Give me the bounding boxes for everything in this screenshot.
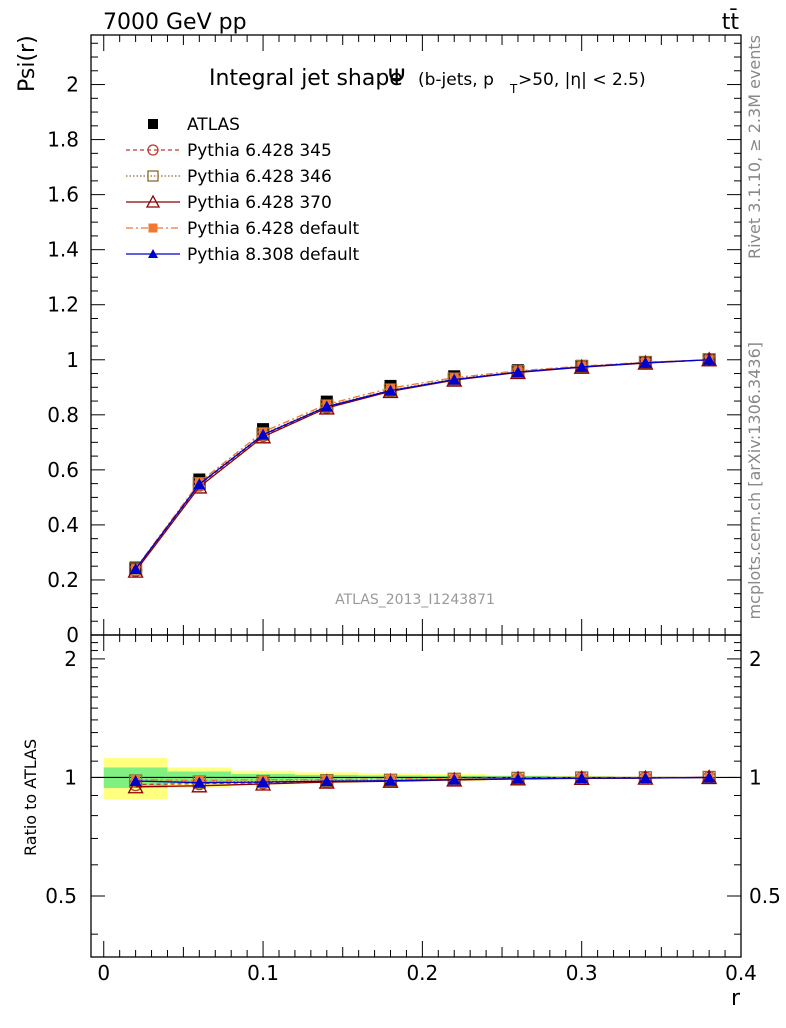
series-point-marker [639, 356, 652, 368]
series-line [135, 359, 710, 569]
y-tick-label: 1 [66, 348, 79, 372]
header-energy-label: 7000 GeV pp [103, 10, 247, 35]
series-point-marker [257, 776, 270, 788]
y-tick-label: 0 [66, 623, 79, 647]
analysis-watermark: ATLAS_2013_I1243871 [335, 592, 495, 608]
y-tick-label: 2 [66, 73, 79, 97]
x-tick-label: 0 [97, 961, 110, 985]
series-point-marker [703, 353, 716, 365]
legend-item: Pythia 6.428 346 [126, 167, 332, 187]
chart-title: Integral jet shape Ψ (b-jets, p T >50, |… [209, 66, 646, 96]
main-series [127, 351, 718, 578]
ratio-tick-label: 0.5 [45, 884, 77, 908]
y-tick-label: 1.6 [47, 183, 79, 207]
series-point-marker [129, 562, 142, 574]
legend-item: Pythia 6.428 345 [126, 141, 332, 161]
series-point-marker [703, 771, 716, 783]
series-point-marker [575, 772, 588, 784]
y-axis-label: Psi(r) [15, 35, 40, 92]
series-point-marker [192, 476, 206, 491]
series-point-marker [384, 384, 397, 396]
ratio-series [127, 769, 718, 794]
x-axis-label: r [731, 986, 741, 1011]
series-point-marker [320, 400, 333, 412]
y-tick-label: 1.2 [47, 293, 79, 317]
y-tick-label: 0.8 [47, 403, 79, 427]
ratio-tick-label-right: 1 [749, 765, 762, 789]
chart-title-subscript: T [509, 82, 518, 96]
series-point-marker [257, 428, 270, 440]
chart-title-main: Integral jet shape [209, 66, 403, 91]
chart-title-symbol: Ψ [388, 66, 405, 91]
legend-label: Pythia 6.428 default [187, 219, 360, 239]
legend-item: Pythia 6.428 370 [126, 193, 332, 213]
series-line [135, 359, 710, 572]
series-point-marker [511, 772, 524, 784]
legend-label: Pythia 6.428 370 [187, 193, 332, 213]
legend-label: Pythia 6.428 345 [187, 141, 332, 161]
series-point-marker [147, 144, 159, 156]
series-point-marker [575, 360, 588, 372]
ratio-y-axis-label: Ratio to ATLAS [21, 739, 40, 856]
series-point-marker [320, 775, 333, 787]
legend-item: Pythia 6.428 default [126, 219, 360, 239]
y-tick-label: 0.4 [47, 513, 79, 537]
chart-title-cuts: (b-jets, p [418, 70, 494, 90]
series-point-marker [148, 223, 158, 233]
ratio-frame [90, 634, 742, 958]
series-point-marker [145, 194, 161, 208]
side-mcplots-label: mcplots.cern.ch [arXiv:1306.3436] [745, 342, 764, 619]
legend: ATLAS Pythia 6.428 345 Pythia 6.428 346 Pyt… [126, 115, 360, 265]
chart-title-cuts-end: >50, |η| < 2.5) [518, 70, 646, 90]
legend-label: Pythia 6.428 346 [187, 167, 332, 187]
y-tick-label: 0.6 [47, 458, 79, 482]
legend-marker [148, 119, 158, 129]
ratio-series-line [135, 776, 710, 784]
series-point-marker [193, 776, 206, 788]
ratio-tick-label: 2 [64, 647, 77, 671]
series-point-marker [639, 771, 652, 783]
legend-item: Pythia 8.308 default [126, 245, 360, 265]
x-tick-label: 0.2 [406, 961, 438, 985]
ratio-tick-label-right: 2 [749, 647, 762, 671]
series-point-marker [148, 249, 158, 258]
series-point-marker [147, 170, 159, 182]
x-tick-label: 0.3 [566, 961, 598, 985]
ratio-series-line [135, 776, 710, 782]
header-process-label: tt̄ [722, 9, 740, 35]
y-tick-label: 1.4 [47, 238, 79, 262]
legend-label: Pythia 8.308 default [187, 245, 360, 265]
series-point-marker [448, 373, 461, 385]
series-point-marker [511, 366, 524, 378]
side-rivet-label: Rivet 3.1.10, ≥ 2.3M events [745, 35, 764, 259]
series-line [135, 359, 710, 570]
series-point-marker [129, 774, 142, 786]
ratio-tick-label: 1 [64, 765, 77, 789]
x-tick-label: 0.1 [247, 961, 279, 985]
legend-item: ATLAS [148, 115, 240, 135]
y-tick-label: 0.2 [47, 568, 79, 592]
ratio-tick-label-right: 0.5 [749, 884, 781, 908]
axes: 00.20.40.60.811.21.41.61.820.5 0.51 12 20 0.… [45, 34, 781, 985]
series-point-marker [127, 778, 144, 794]
y-tick-label: 1.8 [47, 128, 79, 152]
x-tick-label: 0.4 [725, 961, 757, 985]
series-point-marker [384, 774, 397, 786]
series-point-marker [448, 773, 461, 785]
series-point-marker [193, 478, 206, 490]
legend-label: ATLAS [187, 115, 240, 135]
